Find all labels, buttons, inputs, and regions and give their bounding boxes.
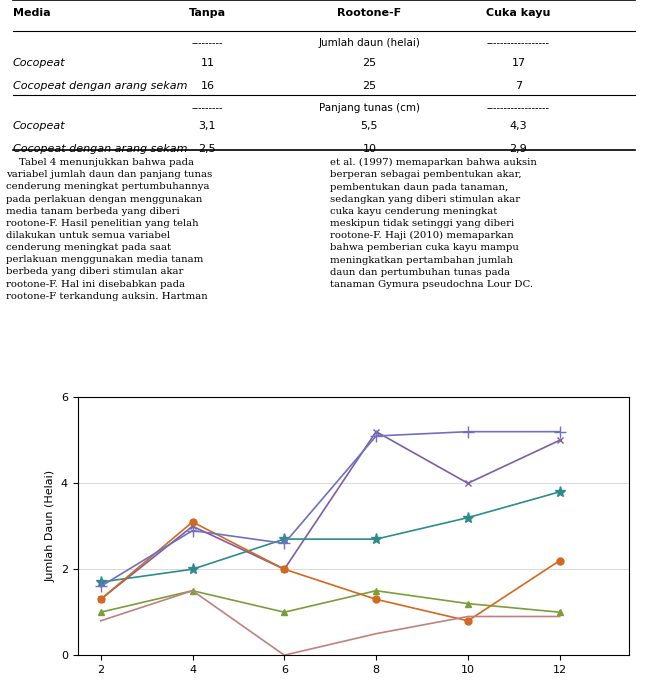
cocopeat + arang sekam + rootone F [189,526,196,535]
Text: 25: 25 [362,82,376,91]
Text: ---------: --------- [192,38,223,48]
cocopeat + cuka kayu [556,488,564,496]
Text: 2,9: 2,9 [509,144,527,154]
cocopeat tanpa stimulan [97,608,104,616]
cocopeat + rootone F [281,565,288,574]
cocopeat + rootone F [556,436,564,445]
Text: 5,5: 5,5 [360,121,378,131]
cocopeat + rootone F [189,522,196,530]
cocopeat + cuka kayu [97,578,104,586]
cocopeat + arang sekam + cuka kayu [97,617,104,625]
cocopeat tanpa stimulan [464,599,472,608]
cocopeat tanpa stimulan [372,587,380,595]
cocopeat + arang sekam + rootone F [281,539,288,548]
cocopeat + arang sekam + rootone F [372,432,380,441]
Line: cocopeat + arang sekam tanpa stimulan: cocopeat + arang sekam tanpa stimulan [97,519,563,625]
Text: Media: Media [13,8,51,17]
Text: Jumlah daun (helai): Jumlah daun (helai) [318,38,421,48]
cocopeat + arang sekam tanpa stimulan [556,556,564,565]
Line: cocopeat + arang sekam + cuka kayu: cocopeat + arang sekam + cuka kayu [100,591,560,655]
Text: 17: 17 [511,59,526,68]
Text: Cuka kayu: Cuka kayu [486,8,551,17]
cocopeat + rootone F [464,479,472,487]
Text: Tanpa: Tanpa [189,8,226,17]
cocopeat tanpa stimulan [189,587,196,595]
Text: 4,3: 4,3 [509,121,527,131]
Line: cocopeat + arang sekam + rootone F: cocopeat + arang sekam + rootone F [95,426,565,592]
cocopeat + arang sekam + cuka kayu [372,629,380,638]
cocopeat + arang sekam tanpa stimulan [97,595,104,604]
cocopeat + arang sekam + cuka kayu [464,612,472,620]
cocopeat + arang sekam tanpa stimulan [189,518,196,526]
cocopeat + arang sekam tanpa stimulan [372,595,380,604]
Text: Cocopeat dengan arang sekam: Cocopeat dengan arang sekam [13,82,187,91]
Text: 11: 11 [200,59,214,68]
cocopeat tanpa stimulan [281,608,288,616]
cocopeat + rootone F [372,427,380,436]
Text: 7: 7 [515,82,522,91]
cocopeat + arang sekam tanpa stimulan [464,617,472,625]
Text: ---------: --------- [192,102,223,113]
Text: 3,1: 3,1 [198,121,216,131]
cocopeat + arang sekam + rootone F [97,582,104,590]
Text: 2,5: 2,5 [198,144,216,154]
Line: cocopeat + cuka kayu: cocopeat + cuka kayu [95,487,565,588]
cocopeat + cuka kayu [372,535,380,544]
cocopeat + rootone F [97,595,104,604]
cocopeat + arang sekam + rootone F [464,427,472,436]
Text: Cocopeat: Cocopeat [13,121,65,131]
cocopeat + arang sekam + cuka kayu [281,651,288,659]
Text: et al. (1997) memaparkan bahwa auksin
berperan sebagai pembentukan akar,
pembent: et al. (1997) memaparkan bahwa auksin be… [330,158,537,289]
cocopeat + arang sekam tanpa stimulan [281,565,288,574]
Text: ------------------: ------------------ [487,102,550,113]
Text: 10: 10 [362,144,376,154]
Text: Cocopeat: Cocopeat [13,59,65,68]
Line: cocopeat tanpa stimulan: cocopeat tanpa stimulan [97,588,563,615]
Text: Panjang tunas (cm): Panjang tunas (cm) [319,102,420,113]
Text: Rootone-F: Rootone-F [338,8,401,17]
Text: 16: 16 [200,82,214,91]
Line: cocopeat + rootone F: cocopeat + rootone F [97,428,563,603]
cocopeat tanpa stimulan [556,608,564,616]
cocopeat + arang sekam + cuka kayu [189,587,196,595]
cocopeat + cuka kayu [281,535,288,544]
cocopeat + cuka kayu [189,565,196,574]
cocopeat + arang sekam + rootone F [556,427,564,436]
Text: 25: 25 [362,59,376,68]
cocopeat + arang sekam + cuka kayu [556,612,564,620]
Text: Cocopeat dengan arang sekam: Cocopeat dengan arang sekam [13,144,187,154]
Y-axis label: Jumlah Daun (Helai): Jumlah Daun (Helai) [45,470,55,582]
cocopeat + cuka kayu [464,514,472,522]
Text: ------------------: ------------------ [487,38,550,48]
Text: Tabel 4 menunjukkan bahwa pada
variabel jumlah daun dan panjang tunas
cenderung : Tabel 4 menunjukkan bahwa pada variabel … [6,158,213,300]
